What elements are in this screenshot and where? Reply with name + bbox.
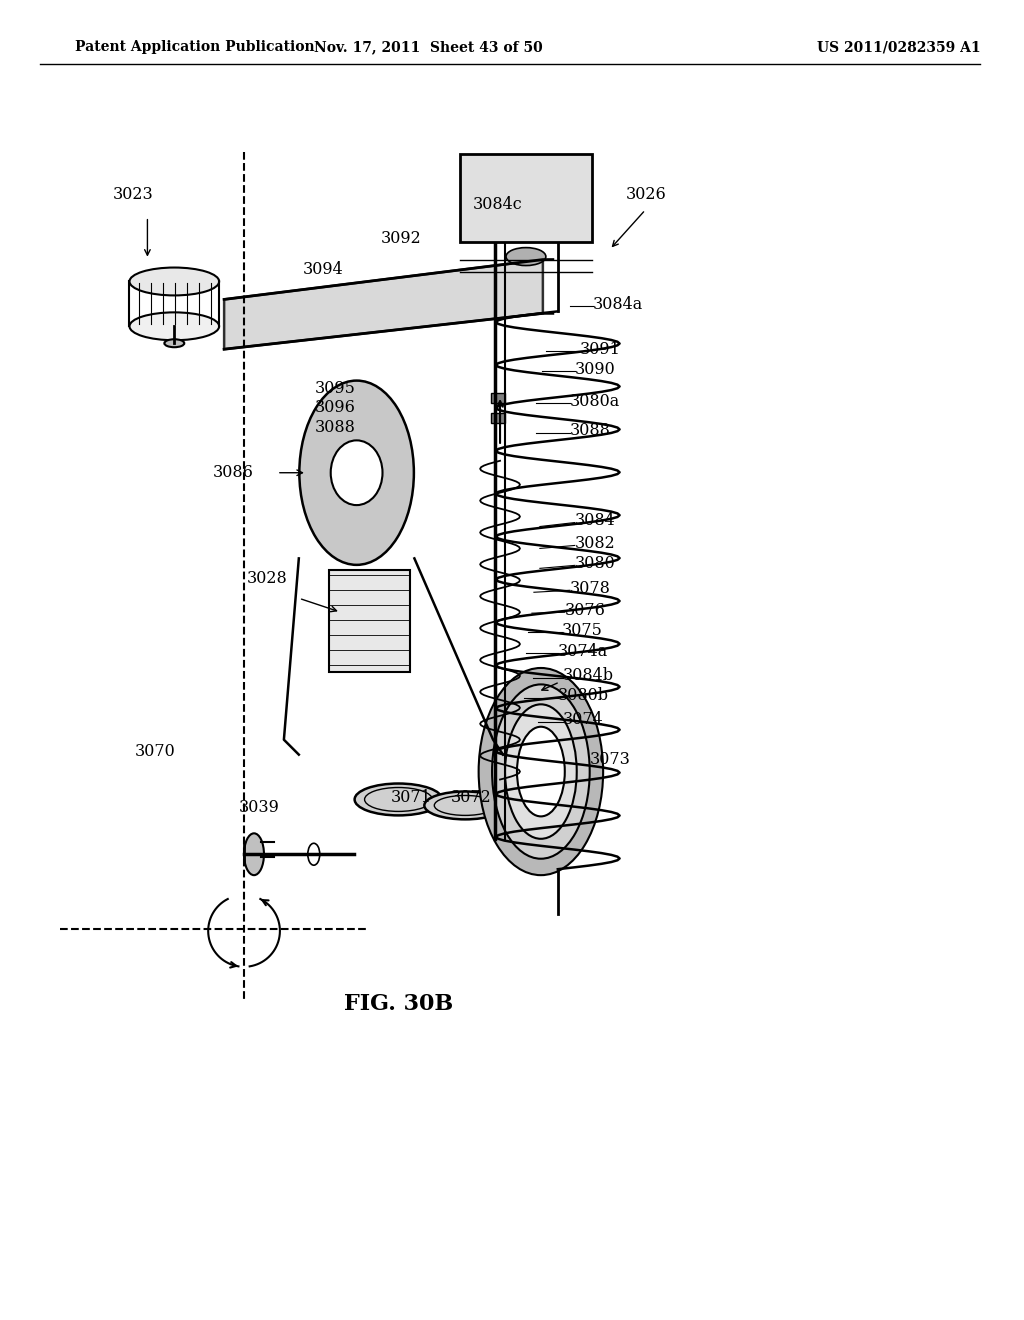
Text: 3039: 3039	[239, 799, 280, 816]
Text: 3080b: 3080b	[558, 688, 609, 705]
Ellipse shape	[331, 441, 383, 506]
Ellipse shape	[308, 843, 319, 865]
Text: 3084c: 3084c	[473, 197, 523, 214]
Text: 3084a: 3084a	[593, 296, 643, 313]
FancyBboxPatch shape	[460, 154, 592, 242]
Text: 3074: 3074	[563, 711, 603, 729]
Text: 3076: 3076	[565, 602, 605, 619]
Text: 3095: 3095	[314, 380, 355, 396]
Text: 3082: 3082	[574, 535, 615, 552]
Text: Patent Application Publication: Patent Application Publication	[75, 41, 314, 54]
Polygon shape	[224, 260, 543, 350]
Text: 3072: 3072	[452, 789, 492, 807]
Text: US 2011/0282359 A1: US 2011/0282359 A1	[817, 41, 980, 54]
Text: 3090: 3090	[574, 360, 615, 378]
Text: 3070: 3070	[134, 743, 175, 760]
Text: 3073: 3073	[590, 751, 631, 768]
Bar	[492, 393, 505, 403]
Text: 3026: 3026	[626, 186, 667, 203]
Text: 3096: 3096	[314, 400, 355, 417]
Text: 3023: 3023	[113, 186, 154, 203]
FancyBboxPatch shape	[329, 570, 411, 672]
Text: 3078: 3078	[569, 579, 610, 597]
Text: Nov. 17, 2011  Sheet 43 of 50: Nov. 17, 2011 Sheet 43 of 50	[314, 41, 543, 54]
Text: 3088: 3088	[314, 420, 355, 437]
Text: 3086: 3086	[213, 465, 254, 482]
Ellipse shape	[129, 313, 219, 341]
Ellipse shape	[165, 339, 184, 347]
Ellipse shape	[244, 833, 264, 875]
Bar	[492, 413, 505, 422]
Text: 3094: 3094	[303, 261, 344, 279]
Ellipse shape	[424, 792, 506, 820]
Text: 3074a: 3074a	[558, 643, 608, 660]
Text: 3071: 3071	[390, 789, 431, 807]
Ellipse shape	[506, 248, 546, 265]
Text: FIG. 30B: FIG. 30B	[344, 993, 453, 1015]
Ellipse shape	[505, 705, 577, 838]
Text: 3080a: 3080a	[569, 392, 620, 409]
Ellipse shape	[478, 668, 603, 875]
Ellipse shape	[129, 268, 219, 296]
Text: 3092: 3092	[381, 230, 421, 247]
Text: 3084b: 3084b	[563, 668, 613, 685]
Text: 3028: 3028	[247, 570, 288, 587]
Ellipse shape	[493, 684, 590, 859]
Ellipse shape	[354, 784, 442, 816]
Text: 3084: 3084	[574, 512, 615, 529]
Text: 3088: 3088	[569, 422, 610, 440]
Text: 3080: 3080	[574, 554, 615, 572]
Text: 3091: 3091	[580, 341, 621, 358]
Ellipse shape	[517, 727, 565, 816]
Ellipse shape	[299, 380, 414, 565]
Text: 3075: 3075	[562, 622, 603, 639]
